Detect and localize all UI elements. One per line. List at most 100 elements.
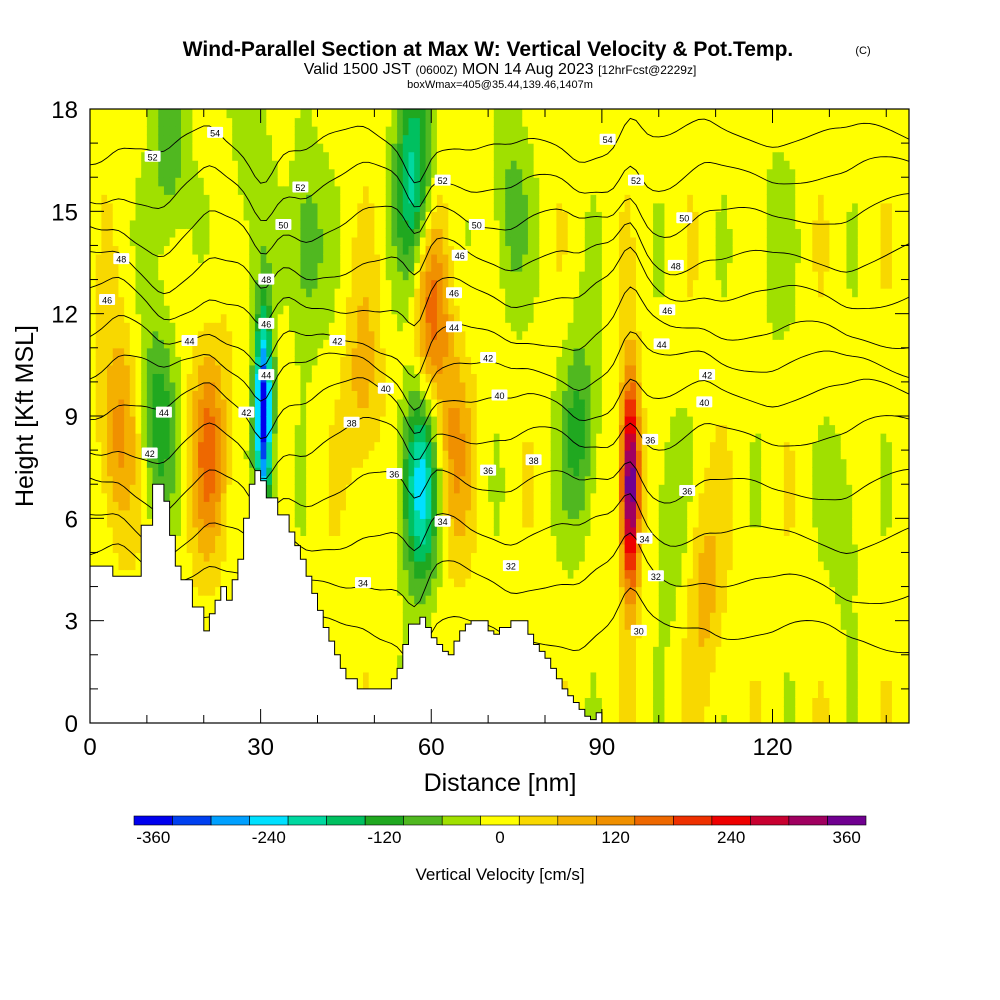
velocity-cell	[112, 143, 120, 153]
velocity-cell	[101, 441, 108, 451]
velocity-cell	[266, 262, 273, 272]
velocity-cell	[317, 552, 324, 562]
velocity-cell	[351, 381, 358, 392]
velocity-cell	[272, 373, 279, 383]
velocity-cell	[175, 364, 182, 374]
velocity-cell	[192, 569, 199, 579]
velocity-cell	[459, 347, 466, 357]
velocity-cell	[334, 586, 341, 596]
velocity-cell	[323, 202, 330, 212]
velocity-cell	[129, 253, 137, 264]
velocity-cell	[397, 484, 404, 494]
velocity-cell	[323, 339, 330, 349]
velocity-cell	[95, 211, 102, 221]
velocity-cell	[95, 236, 102, 247]
velocity-cell	[391, 526, 398, 536]
velocity-cell	[471, 390, 478, 400]
velocity-cell	[283, 322, 290, 332]
velocity-cell	[124, 151, 131, 161]
velocity-cell	[419, 364, 427, 374]
velocity-cell	[385, 253, 393, 264]
velocity-cell	[215, 381, 222, 392]
velocity-cell	[345, 126, 353, 136]
velocity-cell	[266, 168, 273, 178]
velocity-cell	[374, 109, 381, 119]
velocity-cell	[237, 262, 245, 272]
velocity-cell	[363, 535, 370, 545]
velocity-cell	[328, 381, 336, 392]
velocity-cell	[448, 646, 455, 656]
velocity-cell	[243, 305, 250, 315]
velocity-cell	[408, 322, 415, 332]
velocity-cell	[419, 126, 427, 136]
velocity-cell	[215, 398, 222, 409]
velocity-cell	[260, 467, 267, 477]
velocity-cell	[380, 492, 387, 502]
velocity-cell	[277, 185, 284, 195]
velocity-cell	[385, 560, 393, 571]
velocity-cell	[380, 484, 387, 494]
velocity-cell	[328, 612, 336, 622]
velocity-cell	[442, 219, 449, 229]
velocity-cell	[402, 467, 410, 477]
velocity-cell	[141, 134, 148, 144]
velocity-cell	[385, 211, 393, 221]
velocity-cell	[317, 373, 324, 383]
velocity-cell	[260, 475, 267, 485]
velocity-cell	[471, 228, 478, 238]
velocity-cell	[380, 458, 387, 468]
velocity-cell	[169, 322, 176, 332]
velocity-cell	[397, 134, 404, 144]
velocity-cell	[118, 373, 125, 383]
velocity-cell	[397, 518, 404, 528]
velocity-cell	[141, 424, 148, 434]
velocity-cell	[448, 595, 455, 605]
velocity-cell	[311, 407, 319, 417]
velocity-cell	[311, 160, 319, 170]
velocity-cell	[192, 552, 199, 562]
velocity-cell	[118, 509, 125, 519]
velocity-cell	[209, 433, 216, 443]
velocity-cell	[169, 424, 176, 434]
velocity-cell	[152, 433, 159, 443]
velocity-cell	[237, 373, 245, 383]
velocity-cell	[152, 296, 159, 306]
velocity-cell	[380, 475, 387, 485]
velocity-cell	[368, 279, 375, 289]
velocity-cell	[357, 637, 364, 647]
velocity-cell	[289, 347, 296, 357]
velocity-cell	[425, 313, 432, 323]
velocity-cell	[306, 168, 313, 178]
velocity-cell	[107, 245, 114, 255]
velocity-cell	[232, 373, 239, 383]
velocity-cell	[141, 109, 148, 119]
velocity-cell	[368, 364, 375, 374]
velocity-cell	[419, 424, 427, 434]
velocity-cell	[124, 364, 131, 374]
velocity-cell	[419, 416, 427, 426]
velocity-cell	[454, 228, 461, 238]
velocity-cell	[431, 211, 438, 221]
velocity-cell	[146, 322, 154, 332]
velocity-cell	[90, 390, 97, 400]
velocity-cell	[311, 262, 319, 272]
velocity-cell	[209, 441, 216, 451]
velocity-cell	[209, 117, 216, 127]
velocity-cell	[459, 134, 466, 144]
velocity-cell	[232, 109, 239, 119]
velocity-cell	[289, 433, 296, 443]
velocity-cell	[391, 177, 398, 187]
velocity-cell	[107, 262, 114, 272]
velocity-cell	[107, 398, 114, 409]
velocity-cell	[414, 245, 421, 255]
velocity-cell	[289, 526, 296, 536]
velocity-cell	[101, 535, 108, 545]
velocity-cell	[192, 117, 199, 127]
velocity-cell	[397, 194, 404, 204]
velocity-cell	[436, 313, 444, 323]
velocity-cell	[129, 492, 137, 502]
velocity-cell	[471, 271, 478, 281]
velocity-cell	[141, 271, 148, 281]
velocity-cell	[294, 518, 302, 528]
velocity-cell	[181, 518, 188, 528]
